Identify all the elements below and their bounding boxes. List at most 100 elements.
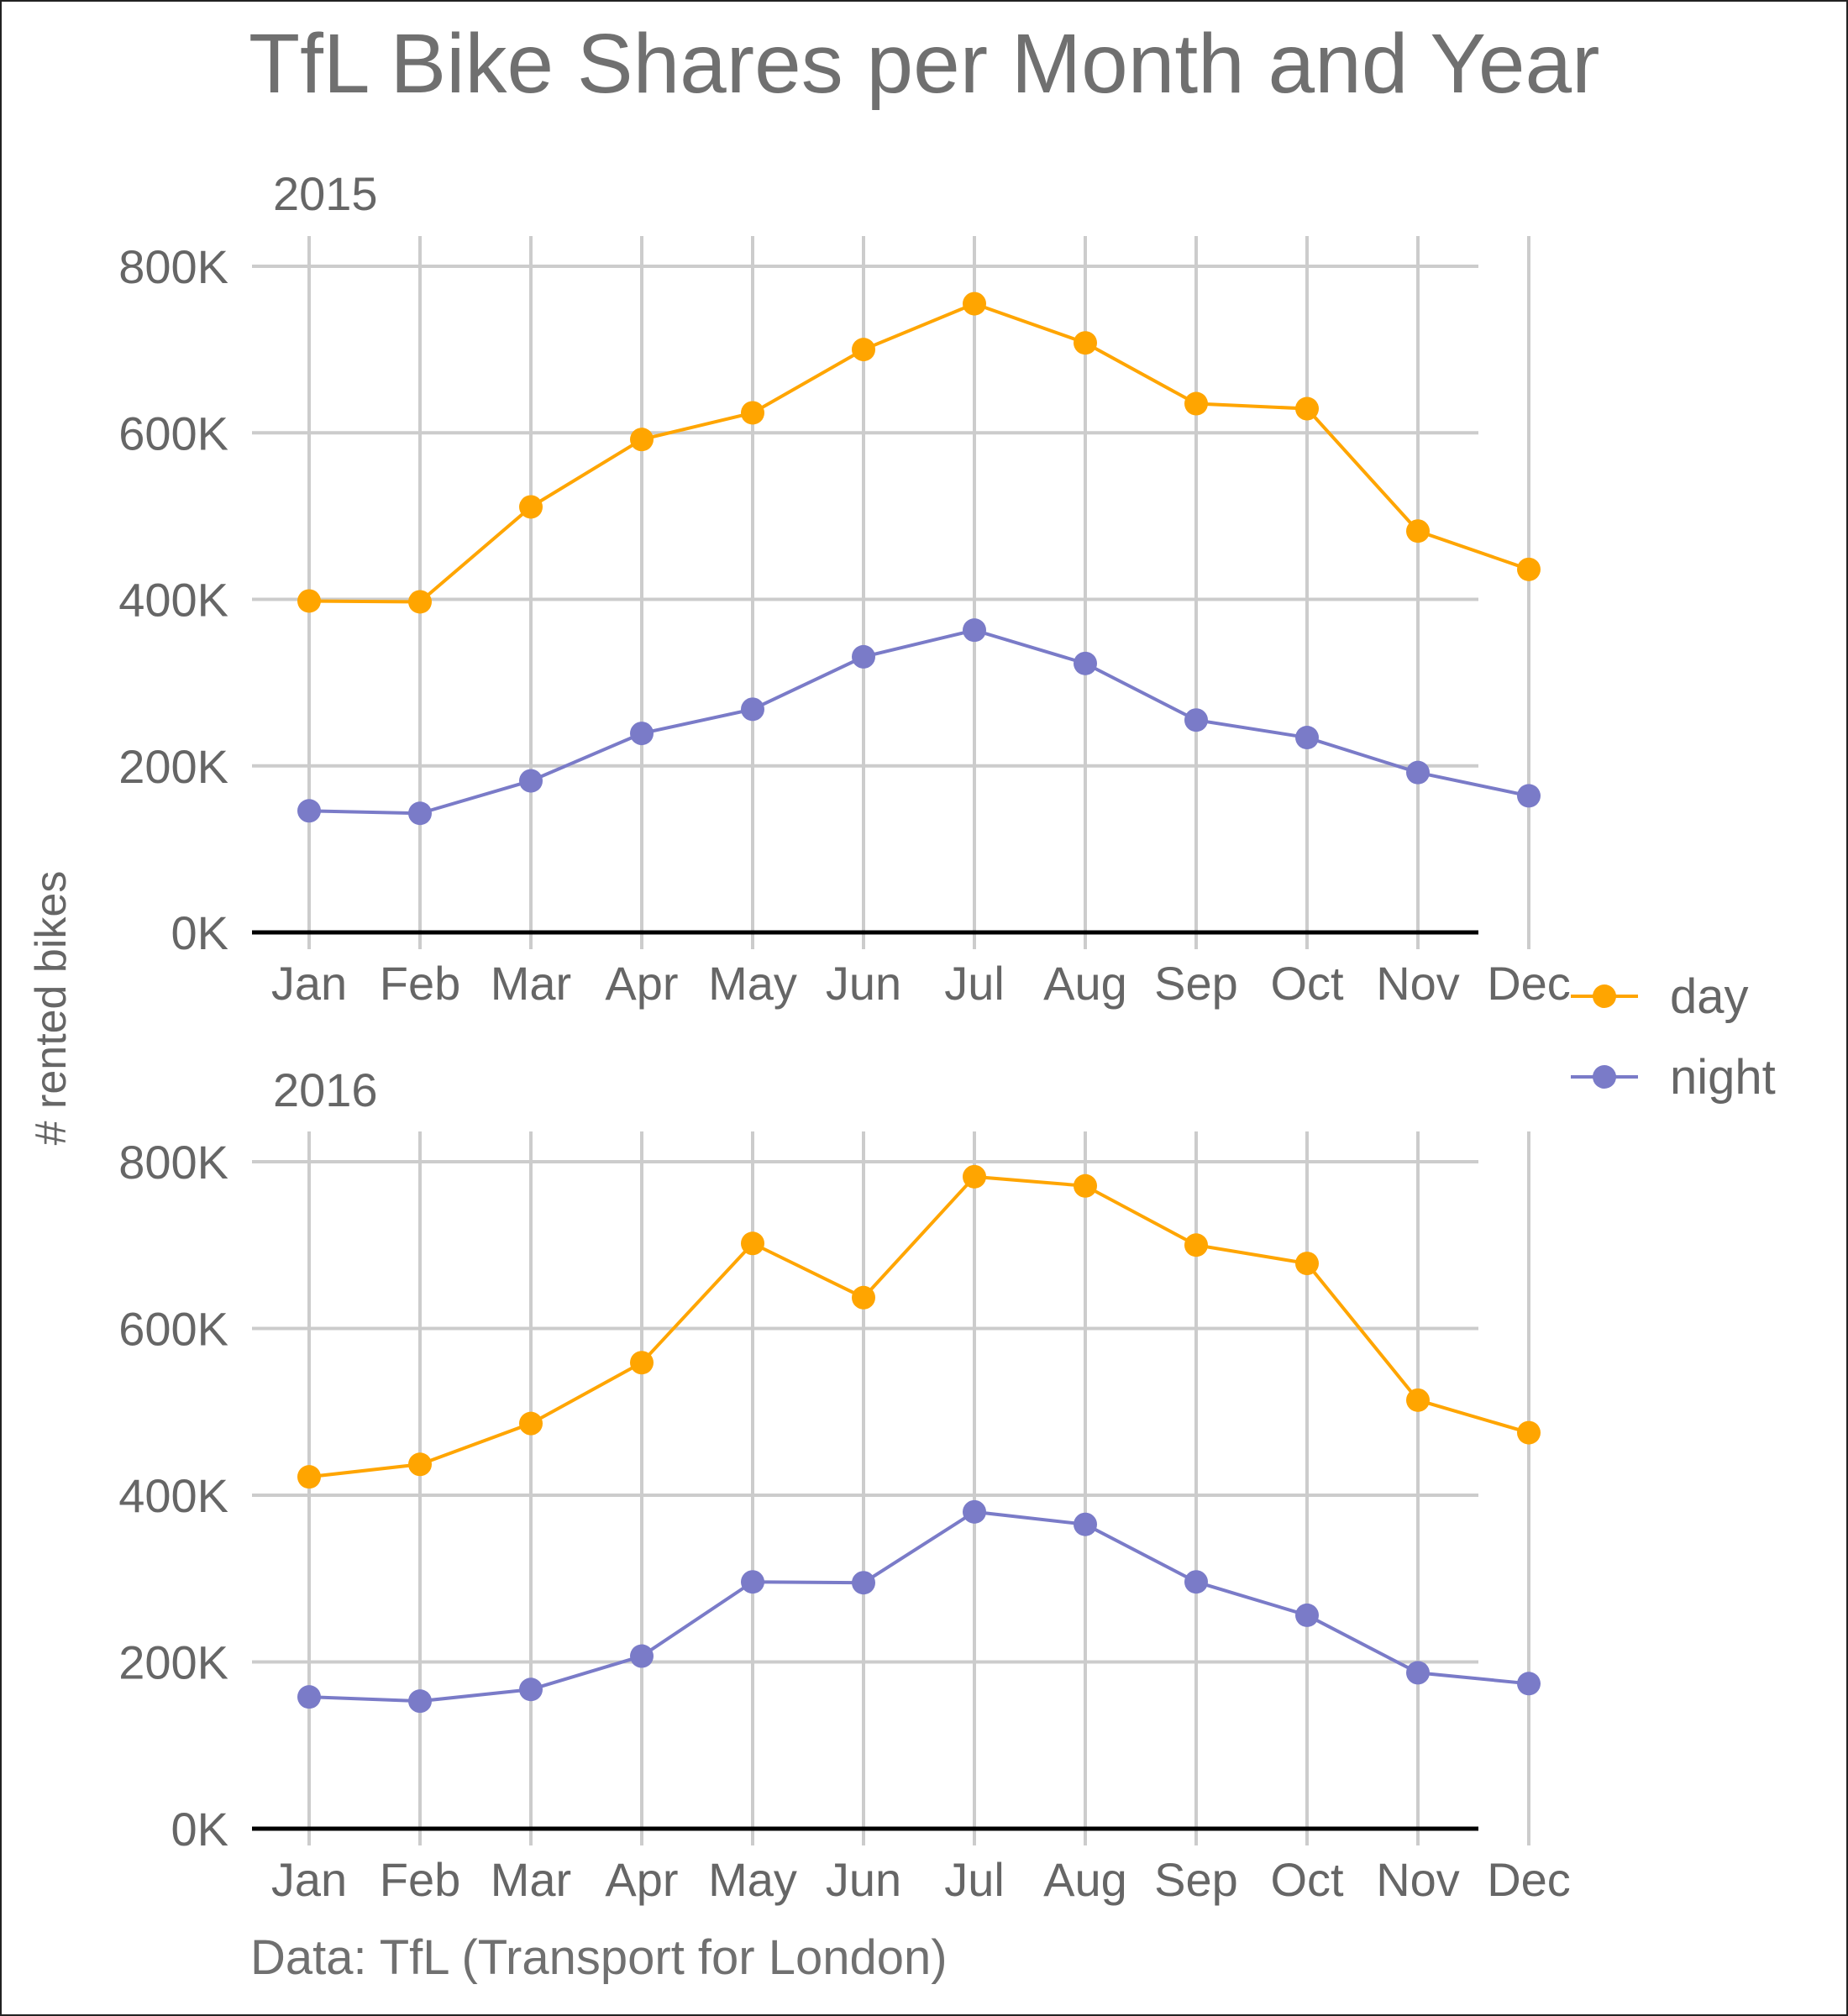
data-point-night: [630, 1644, 654, 1668]
data-point-night: [519, 1677, 543, 1702]
y-tick-label: 800K: [118, 240, 228, 293]
x-tick-label: May: [708, 957, 797, 1010]
y-axis-title: # rented bikes: [27, 871, 76, 1146]
data-point-night: [963, 1499, 986, 1524]
legend-label-night: night: [1670, 1050, 1776, 1105]
x-tick-label: Jul: [944, 1853, 1005, 1906]
panel-2016: 2016 0K 200K 400K 600K 800K Jan Feb Mar Apr May Jun…: [118, 1063, 1571, 1906]
data-point-day: [741, 401, 764, 425]
chart-title: TfL Bike Shares per Month and Year: [249, 17, 1599, 111]
series-line-night: [308, 1509, 1530, 1704]
x-tick-label: Nov: [1376, 957, 1460, 1010]
data-point-night: [1406, 1661, 1430, 1685]
data-point-night: [519, 769, 543, 793]
panel-title: 2015: [273, 167, 378, 220]
data-point-day: [741, 1231, 764, 1256]
x-tick-label: Jan: [271, 1853, 347, 1906]
data-point-day: [297, 589, 321, 613]
x-tick-label: Mar: [491, 957, 571, 1010]
y-tick-label: 800K: [118, 1136, 228, 1189]
x-tick-label: Oct: [1270, 957, 1344, 1010]
data-point-day: [297, 1465, 321, 1489]
x-tick-label: Dec: [1487, 957, 1571, 1010]
panel-2015: 2015 0K 200K 400K 600K 800K Jan Feb Mar Apr May Jun…: [118, 167, 1571, 1010]
data-point-night: [963, 618, 986, 643]
data-point-day: [963, 1164, 986, 1189]
panel-title: 2016: [273, 1063, 378, 1116]
data-point-day: [630, 428, 654, 452]
x-tick-label: Mar: [491, 1853, 571, 1906]
x-tick-label: Jul: [944, 957, 1005, 1010]
x-tick-label: Jun: [826, 957, 901, 1010]
data-point-night: [1295, 1603, 1319, 1627]
data-point-day: [963, 291, 986, 316]
y-tick-label: 400K: [118, 1469, 228, 1522]
data-point-night: [741, 1570, 764, 1594]
data-point-day: [1517, 1420, 1541, 1445]
data-point-day: [1406, 519, 1430, 543]
data-point-day: [519, 1411, 543, 1436]
data-point-night: [1295, 726, 1319, 750]
x-tick-label: Feb: [380, 1853, 461, 1906]
data-point-day: [408, 590, 432, 614]
x-tick-label: Oct: [1270, 1853, 1344, 1906]
y-tick-label: 200K: [118, 1636, 228, 1689]
legend-key-point-day: [1593, 984, 1616, 1008]
y-tick-label: 0K: [171, 906, 229, 959]
y-tick-label: 200K: [118, 740, 228, 793]
data-point-night: [1184, 708, 1208, 732]
y-tick-label: 600K: [118, 1303, 228, 1356]
data-point-day: [408, 1452, 432, 1477]
x-tick-label: Aug: [1043, 957, 1127, 1010]
data-point-day: [630, 1351, 654, 1375]
data-point-night: [630, 722, 654, 746]
data-point-day: [1184, 391, 1208, 416]
data-point-day: [1074, 331, 1097, 355]
caption: Data: TfL (Transport for London): [250, 1930, 948, 1985]
y-tick-label: 400K: [118, 574, 228, 627]
x-tick-label: Dec: [1487, 1853, 1571, 1906]
data-point-night: [852, 1571, 875, 1595]
data-point-day: [1406, 1388, 1430, 1412]
y-tick-label: 600K: [118, 407, 228, 459]
x-tick-label: Jan: [271, 957, 347, 1010]
data-point-night: [408, 1689, 432, 1714]
data-point-day: [1074, 1173, 1097, 1198]
data-point-night: [297, 1685, 321, 1709]
data-point-night: [1406, 760, 1430, 785]
legend-label-day: day: [1670, 969, 1749, 1024]
data-point-night: [1074, 651, 1097, 675]
x-tick-label: May: [708, 1853, 797, 1906]
data-point-night: [852, 644, 875, 669]
legend: day night: [1571, 969, 1776, 1105]
data-point-day: [1184, 1233, 1208, 1257]
data-point-day: [519, 495, 543, 519]
data-point-day: [852, 1285, 875, 1310]
data-point-night: [408, 801, 432, 826]
data-point-night: [741, 697, 764, 722]
x-tick-label: Feb: [380, 957, 461, 1010]
series-line-day: [308, 1174, 1530, 1479]
x-tick-label: Sep: [1154, 1853, 1238, 1906]
x-tick-label: Jun: [826, 1853, 901, 1906]
x-tick-label: Apr: [605, 1853, 678, 1906]
data-point-day: [852, 338, 875, 362]
x-tick-label: Aug: [1043, 1853, 1127, 1906]
data-point-day: [1295, 396, 1319, 421]
data-point-day: [1517, 557, 1541, 581]
x-tick-label: Sep: [1154, 957, 1238, 1010]
x-tick-label: Nov: [1376, 1853, 1460, 1906]
facet-panels: 2015 0K 200K 400K 600K 800K Jan Feb Mar Apr May Jun…: [118, 167, 1571, 1906]
data-point-night: [1517, 784, 1541, 808]
data-point-night: [1184, 1570, 1208, 1594]
legend-key-point-night: [1593, 1065, 1616, 1089]
series-line-day: [308, 302, 1530, 604]
data-point-night: [1517, 1672, 1541, 1696]
x-tick-label: Apr: [605, 957, 678, 1010]
y-tick-label: 0K: [171, 1803, 229, 1856]
series-line-night: [308, 628, 1530, 816]
data-point-day: [1295, 1252, 1319, 1276]
data-point-night: [297, 799, 321, 823]
data-point-night: [1074, 1512, 1097, 1536]
